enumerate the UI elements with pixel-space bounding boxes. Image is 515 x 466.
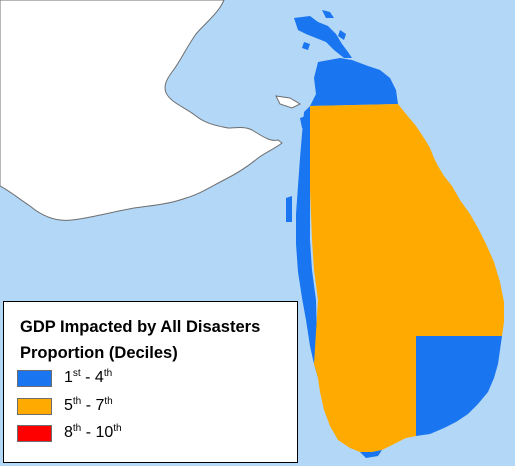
- region-low-west: [296, 58, 398, 378]
- legend: GDP Impacted by All Disasters Proportion…: [3, 301, 298, 463]
- legend-swatch-high: [17, 425, 52, 442]
- region-mid: [310, 104, 504, 452]
- legend-swatch-mid: [17, 398, 52, 415]
- legend-subtitle: Proportion (Deciles): [20, 344, 178, 362]
- mainland: [0, 0, 283, 221]
- legend-swatch-low: [17, 370, 52, 387]
- region-low-south: [360, 450, 382, 458]
- legend-label-high: 8th - 10th: [64, 423, 122, 441]
- legend-title: GDP Impacted by All Disasters: [20, 318, 261, 336]
- region-low-southeast: [416, 336, 502, 436]
- legend-label-low: 1st - 4th: [64, 368, 113, 386]
- legend-label-mid: 5th - 7th: [64, 396, 113, 414]
